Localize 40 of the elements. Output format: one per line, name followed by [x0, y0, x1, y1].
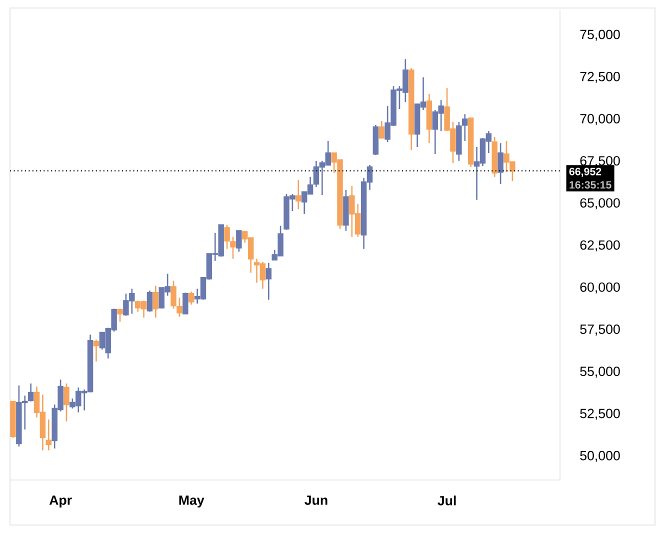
- y-tick-label: 72,500: [580, 72, 620, 83]
- y-tick-label: 57,500: [580, 324, 620, 336]
- candlestick: [10, 400, 16, 439]
- candlestick: [188, 290, 194, 306]
- candlestick: [182, 292, 188, 314]
- x-tick-label: Apr: [49, 496, 72, 508]
- candlestick: [93, 338, 100, 362]
- candlestick: [426, 93, 432, 144]
- candlestick: [408, 67, 414, 151]
- candlestick: [64, 382, 70, 422]
- ref-line-label: 66,952: [569, 168, 602, 177]
- candlestick: [266, 262, 272, 300]
- candlestick: [152, 285, 159, 318]
- y-tick-label: 52,500: [580, 408, 620, 420]
- candlestick: [468, 117, 474, 168]
- candlestick: [492, 136, 498, 178]
- text: 16:35:15: [570, 181, 612, 189]
- y-tick-label: 67,500: [580, 156, 620, 168]
- candlestick: [462, 113, 468, 142]
- y-tick-label: 75,000: [580, 30, 620, 41]
- y-tick-label: 70,000: [580, 114, 620, 125]
- candlestick: [28, 382, 34, 402]
- candlestick: [498, 142, 504, 185]
- x-tick-label: May: [179, 496, 204, 508]
- candlestick: [343, 189, 349, 232]
- candlestick: [378, 120, 385, 139]
- x-tick-label: Jul: [438, 496, 456, 506]
- candlestick: [236, 230, 242, 252]
- y-tick-label: 60,000: [580, 282, 620, 294]
- candlestick: [296, 179, 302, 210]
- y-tick-label: 55,000: [580, 366, 620, 378]
- y-tick-label: 50,000: [580, 450, 620, 462]
- candlestick: [117, 308, 123, 322]
- candlestick: [146, 290, 153, 312]
- candlestick: [456, 121, 462, 162]
- y-tick-label: 62,500: [580, 240, 620, 252]
- candlestick: [372, 124, 379, 156]
- x-tick-label: Jun: [304, 496, 328, 505]
- y-tick-label: 65,000: [580, 198, 620, 210]
- candlestick: [46, 418, 52, 452]
